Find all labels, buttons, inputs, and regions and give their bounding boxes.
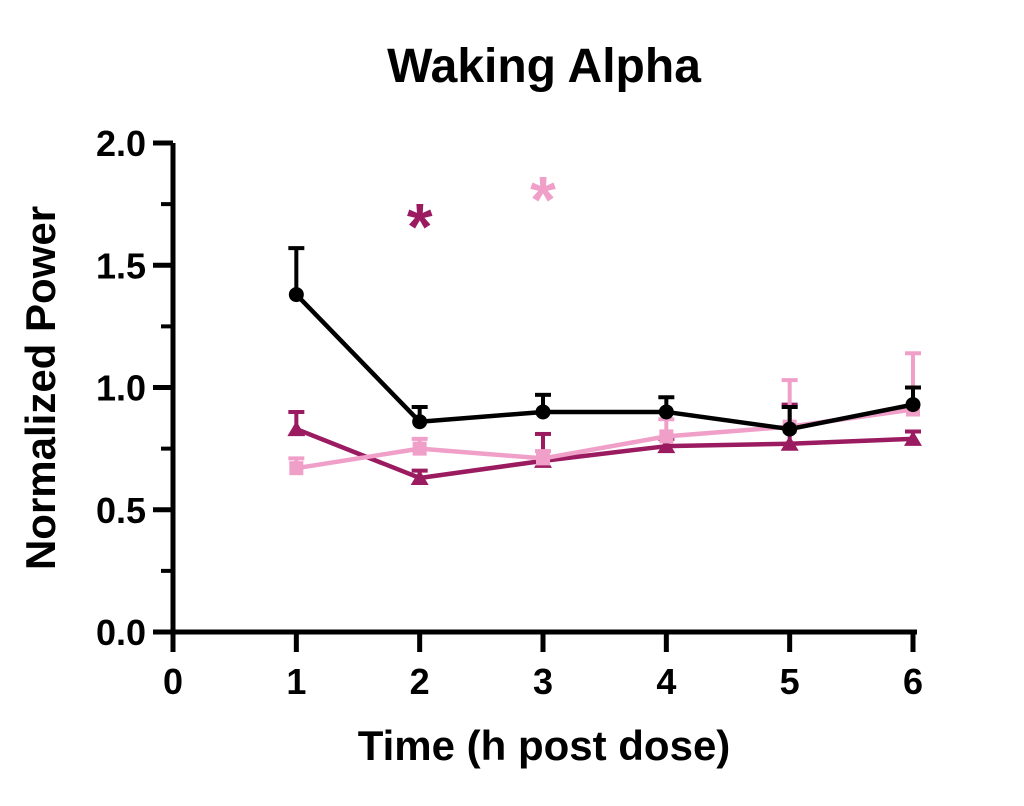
series-line	[295, 407, 914, 471]
series-line	[295, 426, 914, 481]
series-dark-magenta-triangles	[287, 402, 922, 485]
x-tick-label: 6	[903, 661, 923, 702]
y-tick-label: 2.0	[96, 123, 146, 164]
triangle-marker	[780, 435, 799, 451]
x-tick-label: 3	[533, 661, 553, 702]
x-tick-label: 5	[780, 661, 800, 702]
circle-marker	[658, 404, 674, 420]
x-tick-label: 2	[410, 661, 430, 702]
square-marker	[659, 429, 674, 444]
plot-area	[287, 246, 922, 485]
y-tick-label: 1.0	[96, 368, 146, 409]
x-axis-label: Time (h post dose)	[358, 722, 731, 769]
y-tick-label: 0.5	[96, 490, 146, 531]
significance-asterisk: *	[530, 163, 556, 237]
y-axis-label: Normalized Power	[17, 206, 64, 570]
triangle-marker	[287, 421, 306, 437]
triangle-marker	[410, 469, 429, 485]
triangle-marker	[904, 430, 922, 446]
circle-marker	[288, 287, 304, 303]
x-tick-label: 0	[163, 661, 183, 702]
error-bar	[288, 246, 305, 295]
circle-marker	[782, 421, 798, 437]
significance-layer: * *	[407, 163, 556, 264]
series-light-pink-squares	[288, 351, 921, 476]
y-tick-label: 1.5	[96, 245, 146, 286]
series-black-circles	[288, 246, 921, 437]
circle-marker	[905, 397, 921, 413]
circle-marker	[535, 404, 551, 420]
significance-asterisk: *	[407, 189, 433, 263]
square-marker	[412, 441, 427, 456]
series-line	[294, 293, 914, 432]
chart-title: Waking Alpha	[387, 40, 701, 93]
square-marker	[289, 461, 304, 476]
axes: 0.0 0.5 1.0 1.5 2.0 0 1 2 3 4 5 6	[96, 123, 923, 702]
y-tick-label: 0.0	[96, 612, 146, 653]
square-marker	[536, 451, 550, 466]
circle-marker	[412, 414, 428, 430]
triangle-marker	[657, 438, 676, 454]
x-tick-label: 1	[286, 661, 306, 702]
x-tick-label: 4	[656, 661, 676, 702]
